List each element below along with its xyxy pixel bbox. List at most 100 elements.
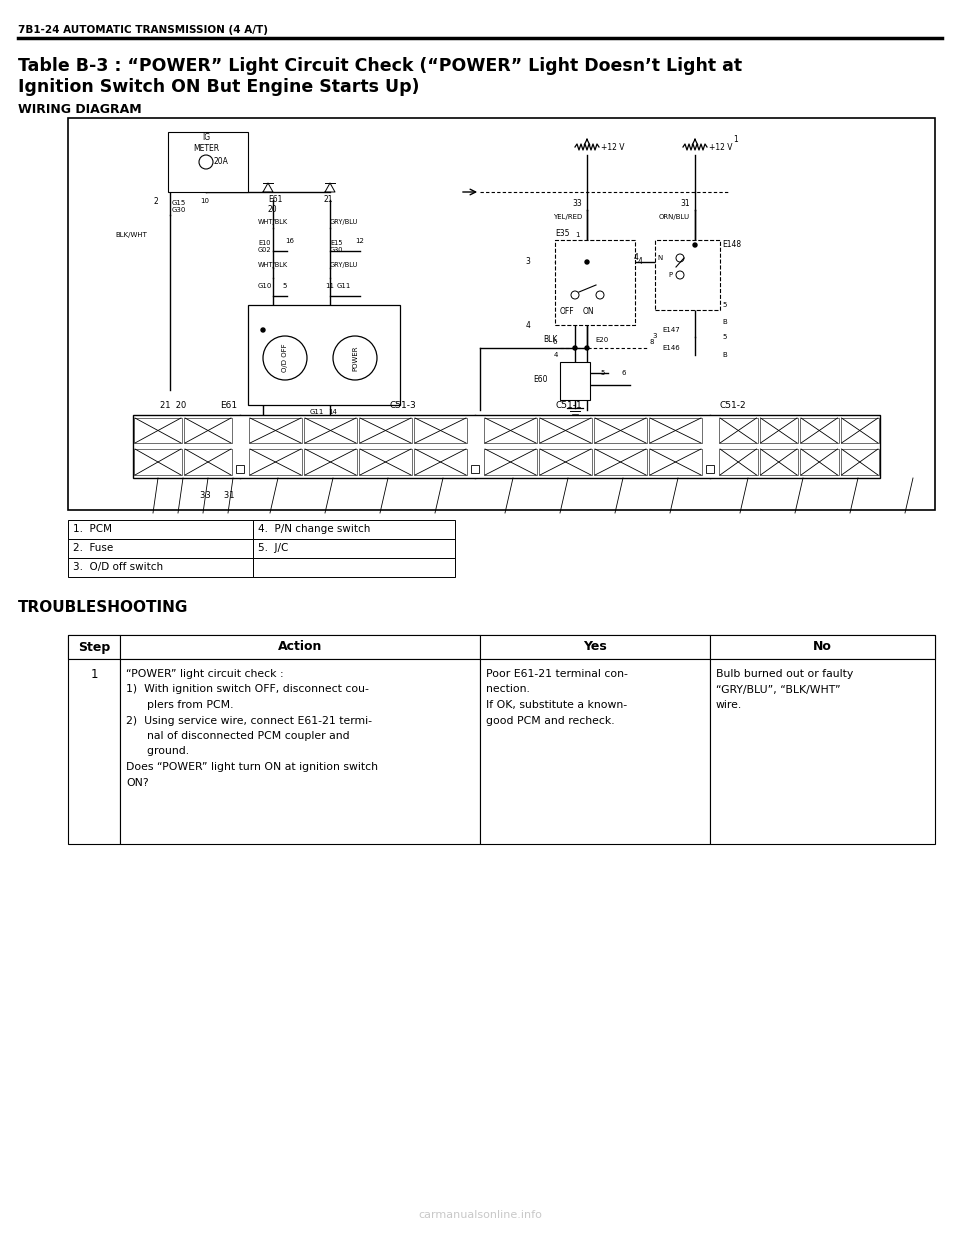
Text: OFF: OFF [560, 308, 575, 316]
Bar [253, 558, 455, 577]
Text: 4: 4 [554, 352, 558, 358]
Text: 1)  With ignition switch OFF, disconnect cou-: 1) With ignition switch OFF, disconnect … [126, 684, 369, 694]
Bar [484, 417, 537, 443]
Bar [133, 415, 880, 478]
Text: 20A: 20A [214, 158, 228, 167]
Bar [253, 520, 455, 538]
Text: 3.  O/D off switch: 3. O/D off switch [73, 562, 163, 572]
Bar [759, 417, 798, 443]
Text: nection.: nection. [486, 684, 530, 694]
Bar [800, 450, 838, 475]
Text: 31: 31 [681, 200, 690, 209]
Text: 1.  PCM: 1. PCM [73, 524, 112, 534]
Bar [414, 450, 467, 475]
Bar [560, 362, 590, 400]
Bar [248, 305, 400, 405]
Bar [68, 538, 253, 558]
Bar [841, 417, 879, 443]
Text: ON?: ON? [126, 778, 149, 788]
Text: WHT/BLK: WHT/BLK [258, 262, 288, 268]
Text: E61: E61 [268, 195, 282, 205]
Bar [594, 417, 647, 443]
Bar [841, 450, 879, 475]
Text: WIRING DIAGRAM: WIRING DIAGRAM [18, 103, 142, 116]
Bar [120, 635, 480, 659]
Text: 5: 5 [282, 283, 286, 289]
Text: BLK: BLK [543, 336, 558, 345]
Text: E20: E20 [595, 337, 609, 343]
Text: E148: E148 [722, 240, 741, 249]
Text: E15
G30: E15 G30 [330, 240, 344, 253]
Text: G11: G11 [310, 409, 324, 415]
Text: YEL/RED: YEL/RED [553, 214, 582, 220]
Circle shape [261, 329, 265, 332]
Bar [719, 417, 757, 443]
Text: WHT/BLK: WHT/BLK [258, 219, 288, 225]
Bar [168, 132, 248, 191]
Text: good PCM and recheck.: good PCM and recheck. [486, 715, 614, 725]
Bar [759, 450, 798, 475]
Text: G11: G11 [337, 283, 351, 289]
Bar [649, 417, 702, 443]
Circle shape [693, 243, 697, 247]
Text: 12: 12 [355, 238, 364, 245]
Bar [719, 450, 757, 475]
Bar [184, 450, 232, 475]
Text: B: B [722, 319, 727, 325]
Text: ON: ON [583, 308, 594, 316]
Text: C51-1: C51-1 [555, 400, 582, 410]
Text: POWER: POWER [352, 346, 358, 370]
Text: 3: 3 [525, 258, 530, 267]
Text: 5.  J/C: 5. J/C [258, 543, 288, 553]
Bar [304, 417, 357, 443]
Text: 11: 11 [325, 283, 334, 289]
Bar [414, 417, 467, 443]
Text: 20: 20 [268, 205, 277, 215]
Text: Action: Action [277, 641, 323, 653]
Text: C51-3: C51-3 [390, 400, 417, 410]
Text: 21  20: 21 20 [160, 400, 186, 410]
Bar [480, 635, 709, 659]
Text: 33     31: 33 31 [200, 492, 234, 500]
Bar [68, 659, 120, 844]
Text: ORN/BLU: ORN/BLU [659, 214, 690, 220]
Bar [134, 417, 182, 443]
Text: E146: E146 [662, 345, 680, 351]
Bar [555, 240, 635, 325]
Text: nal of disconnected PCM coupler and: nal of disconnected PCM coupler and [126, 731, 349, 741]
Text: 2.  Fuse: 2. Fuse [73, 543, 113, 553]
Text: IG
METER: IG METER [193, 133, 219, 153]
Text: G15
G30: G15 G30 [172, 200, 186, 212]
Bar [709, 659, 935, 844]
Bar [236, 466, 244, 473]
Text: 8: 8 [650, 338, 655, 345]
Text: E10
G02: E10 G02 [258, 240, 272, 253]
Text: 4: 4 [634, 253, 638, 263]
Bar [539, 417, 592, 443]
Text: 5: 5 [722, 333, 727, 340]
Text: C51-2: C51-2 [720, 400, 747, 410]
Bar [800, 417, 838, 443]
Bar [184, 417, 232, 443]
Bar [655, 240, 720, 310]
Text: 5: 5 [600, 370, 605, 375]
Text: “POWER” light circuit check :: “POWER” light circuit check : [126, 669, 283, 679]
Bar [134, 450, 182, 475]
Circle shape [585, 261, 589, 264]
Text: Bulb burned out or faulty: Bulb burned out or faulty [715, 669, 852, 679]
Bar [68, 635, 120, 659]
Text: E35: E35 [555, 228, 569, 238]
Bar [359, 450, 412, 475]
Bar [68, 635, 935, 659]
Text: “GRY/BLU”, “BLK/WHT”: “GRY/BLU”, “BLK/WHT” [715, 684, 840, 694]
Bar [480, 659, 709, 844]
Text: If OK, substitute a known-: If OK, substitute a known- [486, 700, 627, 710]
Circle shape [585, 346, 589, 350]
Text: +12 V: +12 V [601, 142, 625, 152]
Text: 2: 2 [154, 196, 158, 205]
Bar [471, 466, 479, 473]
Text: 2)  Using service wire, connect E61-21 termi-: 2) Using service wire, connect E61-21 te… [126, 715, 372, 725]
Text: 4: 4 [525, 321, 530, 330]
Text: Poor E61-21 terminal con-: Poor E61-21 terminal con- [486, 669, 628, 679]
Text: carmanualsonline.info: carmanualsonline.info [418, 1210, 542, 1220]
